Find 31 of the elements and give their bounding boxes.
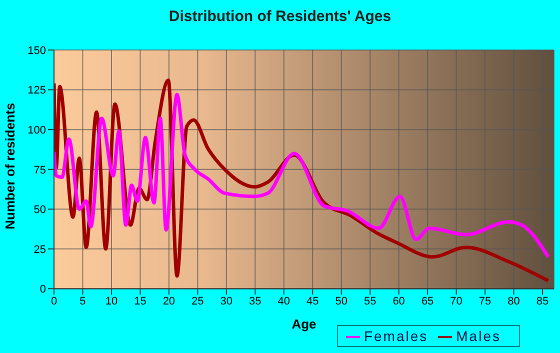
x-tick-label: 45 xyxy=(306,296,319,308)
y-tick-label: 125 xyxy=(28,84,46,97)
x-tick-label: 0 xyxy=(50,296,58,308)
x-tick-label: 55 xyxy=(364,296,376,308)
y-tick-label: 150 xyxy=(28,44,46,57)
x-tick-label: 60 xyxy=(392,296,405,308)
x-tick-label: 20 xyxy=(162,296,176,308)
x-tick-label: 5 xyxy=(80,296,86,308)
y-tick-label: 100 xyxy=(28,124,46,136)
chart-title: Distribution of Residents' Ages xyxy=(168,8,392,25)
x-tick-label: 75 xyxy=(478,296,492,308)
x-tick-label: 15 xyxy=(134,296,146,308)
x-tick-label: 85 xyxy=(536,296,549,308)
x-tick-label: 70 xyxy=(450,296,462,308)
line-series xyxy=(54,92,550,259)
y-tick-label: 0 xyxy=(40,284,46,296)
y-tick-label: 75 xyxy=(34,164,46,176)
x-tick-label: 80 xyxy=(508,296,520,308)
x-tick-label: 30 xyxy=(220,296,233,308)
x-tick-label: 65 xyxy=(421,296,434,308)
x-tick-label: 50 xyxy=(335,296,348,308)
x-tick-label: 40 xyxy=(278,296,290,308)
y-tick-label: 25 xyxy=(34,244,46,256)
legend-label: Males xyxy=(456,328,501,344)
x-tick-label: 25 xyxy=(192,296,204,308)
x-tick-label: 35 xyxy=(249,296,262,308)
x-tick-label: 10 xyxy=(105,296,118,308)
x-axis-title: Age xyxy=(292,316,316,332)
legend-label: Females xyxy=(364,328,428,344)
y-axis-title: Number of residents xyxy=(2,102,18,230)
y-tick-label: 50 xyxy=(34,204,46,216)
